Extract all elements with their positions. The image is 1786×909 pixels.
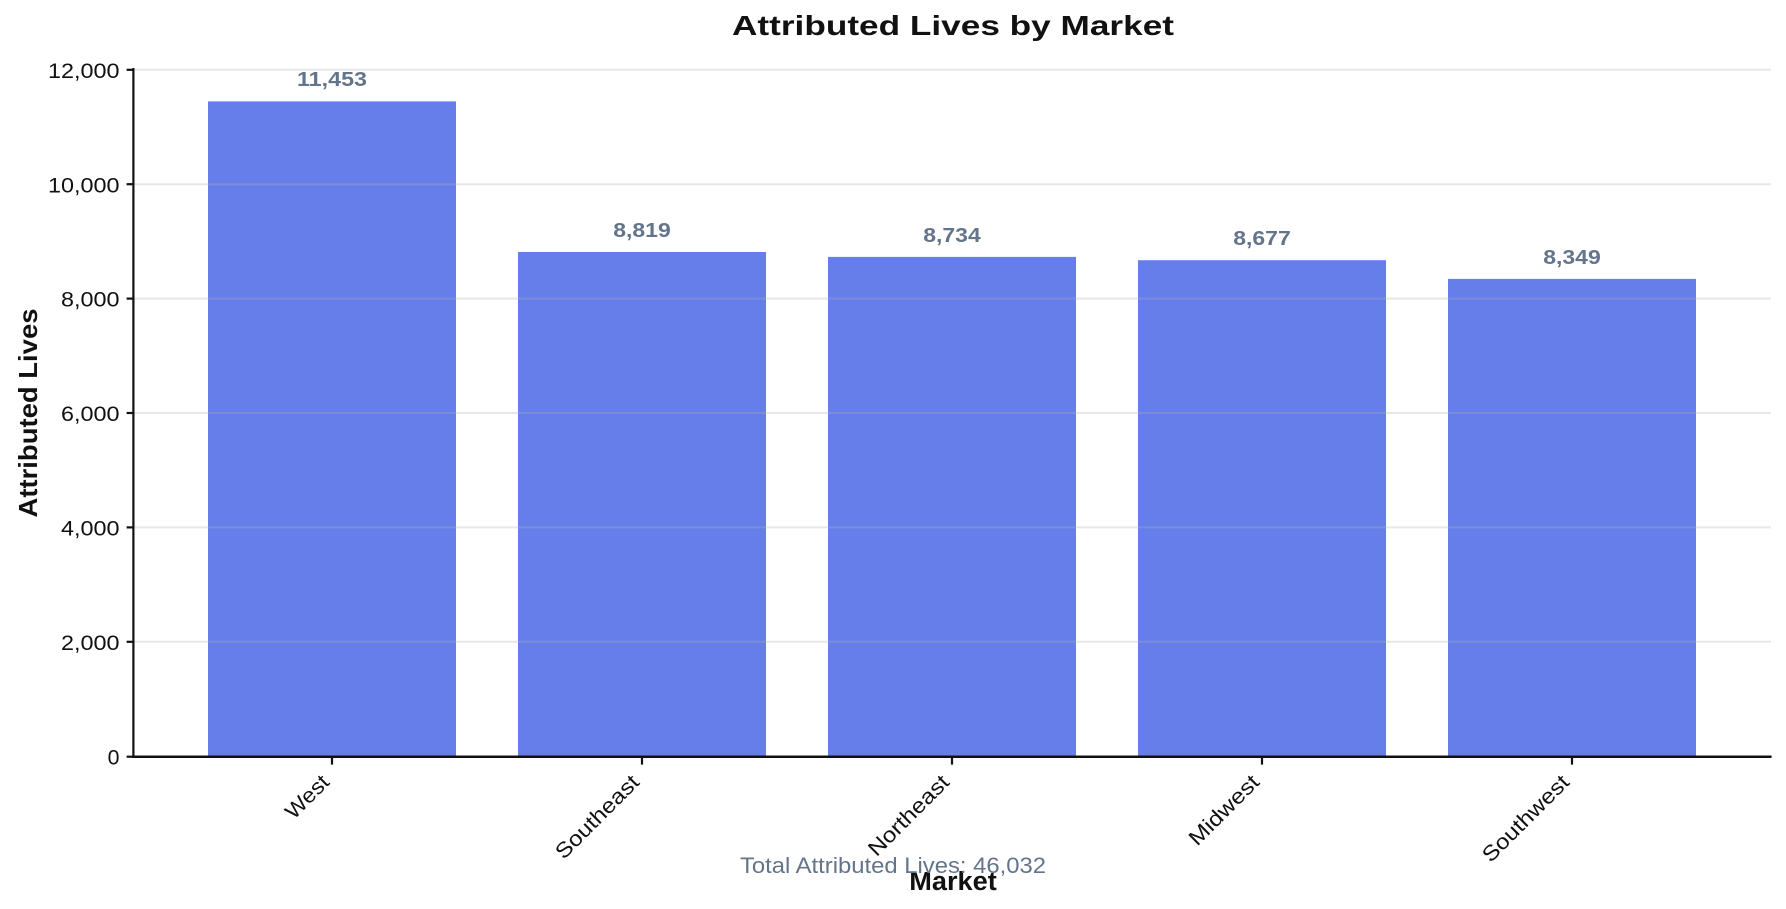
svg-text:12,000: 12,000 xyxy=(48,59,120,83)
svg-text:8,677: 8,677 xyxy=(1233,228,1291,250)
svg-text:0: 0 xyxy=(108,746,120,770)
svg-text:2,000: 2,000 xyxy=(61,631,120,655)
svg-text:4,000: 4,000 xyxy=(61,517,120,541)
svg-text:Market: Market xyxy=(909,868,997,896)
svg-text:8,819: 8,819 xyxy=(613,220,671,242)
svg-text:8,000: 8,000 xyxy=(61,288,120,312)
svg-text:6,000: 6,000 xyxy=(61,402,120,426)
svg-text:10,000: 10,000 xyxy=(48,173,120,197)
svg-text:8,349: 8,349 xyxy=(1543,247,1601,269)
svg-text:Total Attributed Lives: 46,032: Total Attributed Lives: 46,032 xyxy=(740,853,1046,878)
svg-text:Attributed Lives by Market: Attributed Lives by Market xyxy=(732,10,1174,41)
svg-text:8,734: 8,734 xyxy=(923,225,981,247)
svg-text:Attributed Lives: Attributed Lives xyxy=(13,309,43,518)
svg-text:11,453: 11,453 xyxy=(297,69,367,91)
